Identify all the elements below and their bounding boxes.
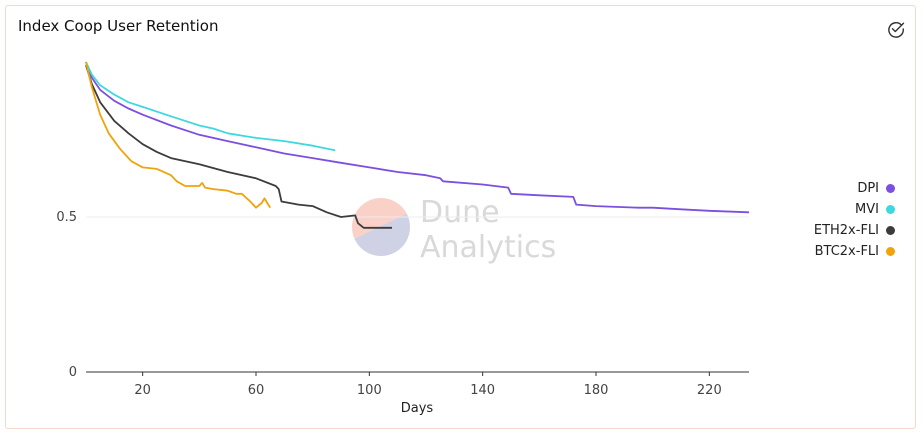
legend-label: MVI <box>855 202 879 217</box>
x-tick-label: 100 <box>357 383 382 398</box>
series-lines <box>85 61 750 229</box>
chart-title: Index Coop User Retention <box>18 17 219 35</box>
legend-swatch <box>886 226 895 235</box>
series-line-dpi[interactable] <box>85 61 750 214</box>
legend-item-dpi[interactable]: DPI <box>814 178 895 199</box>
x-tick-label: 60 <box>248 383 265 398</box>
series-line-eth2x-fli[interactable] <box>85 64 392 229</box>
y-tick-label: 0.5 <box>56 210 77 225</box>
check-circle-icon[interactable] <box>886 19 906 39</box>
watermark: Dune Analytics <box>352 195 556 265</box>
legend-label: ETH2x-FLI <box>813 223 879 238</box>
series-line-btc2x-fli[interactable] <box>85 61 271 209</box>
legend-swatch <box>886 205 895 214</box>
x-axis-label: Days <box>401 401 434 416</box>
x-tick-label: 20 <box>134 383 151 398</box>
y-tick-label: 0 <box>69 365 77 380</box>
legend-label: DPI <box>857 181 879 196</box>
x-tick-label: 180 <box>584 383 609 398</box>
legend-label: BTC2x-FLI <box>814 244 879 259</box>
legend-swatch <box>886 247 895 256</box>
watermark-line2: Analytics <box>420 230 556 265</box>
legend-swatch <box>886 184 895 193</box>
legend: DPI MVI ETH2x-FLI BTC2x-FLI <box>814 178 895 262</box>
series-line-mvi[interactable] <box>85 61 336 152</box>
legend-item-mvi[interactable]: MVI <box>814 199 895 220</box>
x-tick-label: 220 <box>697 383 722 398</box>
watermark-line1: Dune <box>420 195 500 230</box>
legend-item-btc2x-fli[interactable]: BTC2x-FLI <box>814 241 895 262</box>
x-tick-label: 140 <box>470 383 495 398</box>
axes: 0 0.5 20 60 100 140 180 220 <box>56 210 749 398</box>
legend-item-eth2x-fli[interactable]: ETH2x-FLI <box>814 220 895 241</box>
